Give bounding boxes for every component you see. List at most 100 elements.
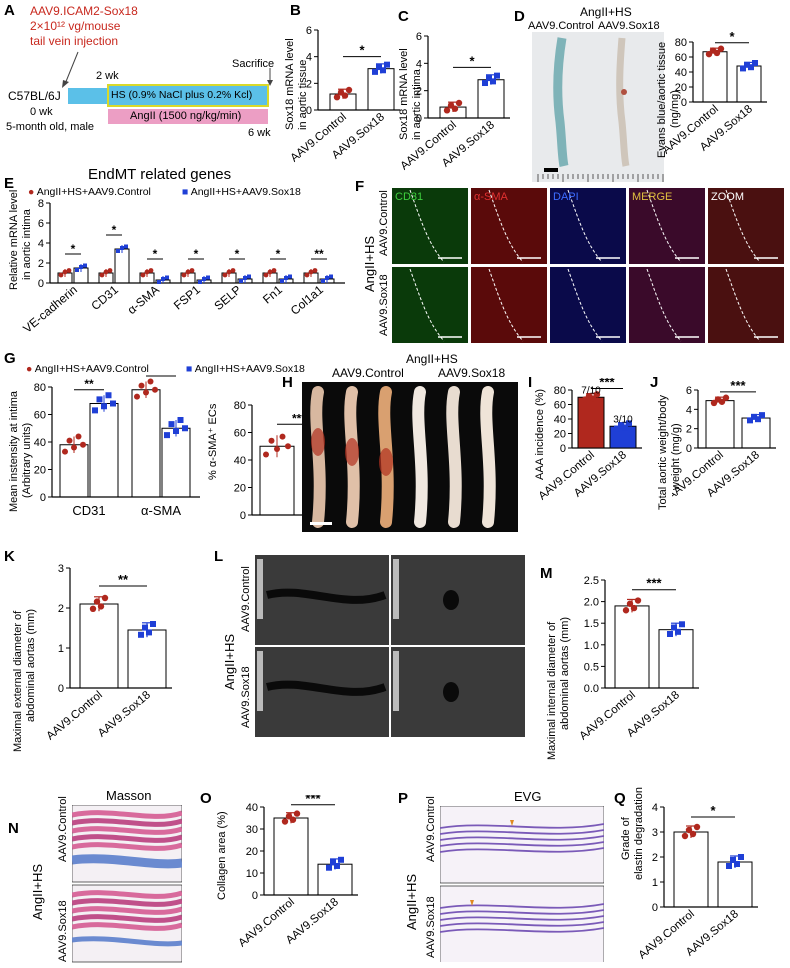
data-point: [634, 597, 642, 604]
aorta-specimen: [310, 386, 326, 528]
y-tick-label: 20: [246, 846, 258, 858]
data-point: [239, 279, 243, 283]
data-point: [334, 862, 340, 869]
x-tick-label: AAV9.Control: [44, 689, 104, 742]
aorta-specimen: [378, 386, 394, 528]
data-point: [679, 621, 685, 628]
x-tick-label: α-SMA: [141, 503, 181, 518]
data-point: [747, 417, 753, 424]
data-point: [675, 628, 681, 635]
intima-boundary: [409, 268, 445, 342]
panel-label-o: O: [200, 790, 212, 807]
panel-n-title: Masson: [106, 788, 152, 803]
evans-blue-aorta-photo: [532, 32, 664, 182]
data-point: [308, 269, 314, 275]
y-tick-label: 6: [416, 31, 422, 43]
chart-j-ylabel-1: Total aortic weight/body: [657, 395, 669, 510]
panel-label-f: F: [355, 178, 365, 195]
chart-i-ylabel: AAA incidence (%): [534, 388, 546, 480]
data-point: [284, 276, 288, 280]
intima-boundary: [725, 189, 761, 263]
y-tick-label: 60: [675, 52, 687, 64]
bar: [702, 51, 728, 103]
y-tick-label: 40: [234, 455, 246, 467]
if-image: [550, 188, 626, 264]
chart-g-ylabel-right: % α-SMA⁺ ECs: [207, 403, 219, 480]
y-tick-label: 0: [652, 902, 658, 914]
chart-e-ylabel-1: Relative mRNA level: [8, 189, 20, 290]
panel-h-title: AngII+HS: [406, 352, 458, 366]
x-tick-label: Fn1: [260, 282, 285, 306]
intima-boundary: [646, 189, 682, 263]
data-point: [101, 403, 107, 410]
significance-marker: *: [276, 247, 281, 261]
panel-e-legend-control: ● AngII+HS+AAV9.Control: [28, 186, 151, 198]
data-point: [614, 425, 620, 432]
data-point: [589, 395, 597, 402]
data-point: [177, 417, 184, 423]
data-point: [490, 78, 496, 85]
chart-o-ylabel: Collagen area (%): [216, 811, 228, 900]
panel-d-sox18-label: AAV9.Sox18: [598, 20, 660, 32]
data-point: [268, 437, 275, 444]
significance-marker: **: [156, 375, 166, 377]
intima-boundary: [567, 189, 603, 263]
age-sex-label: 5-month old, male: [6, 121, 95, 133]
data-point: [198, 280, 202, 284]
data-point: [230, 268, 236, 273]
data-point: [150, 621, 156, 627]
data-point: [751, 413, 757, 420]
data-point: [713, 49, 721, 57]
y-tick-label: 0: [252, 890, 258, 902]
panel-label-m: M: [540, 565, 553, 582]
panel-n-row-sox18: AAV9.Sox18: [57, 900, 69, 962]
y-tick-label: 40: [675, 67, 687, 79]
data-point: [689, 830, 697, 838]
elastic-lamina: [439, 927, 605, 933]
masson-stain-images: [71, 804, 183, 963]
if-image: [550, 267, 626, 343]
gray-scale-bar: [393, 559, 399, 619]
chart-g-ylabel-2: (Arbitrary units): [21, 422, 33, 498]
immunofluorescence-grid: CD31 α-SMA DAPI MERGE ZOOM: [392, 188, 787, 345]
intima-boundary: [409, 189, 445, 263]
data-point: [345, 86, 353, 94]
data-point: [189, 268, 195, 273]
data-point: [667, 631, 673, 637]
aneurysm-lesion: [379, 448, 393, 476]
if-image: [708, 267, 784, 343]
chart-d-ylabel-2: (ng/mg): [669, 90, 681, 128]
aorta-lumen: [265, 588, 387, 604]
panel-p-row-sox18: AAV9.Sox18: [425, 896, 437, 958]
data-point: [144, 269, 150, 275]
data-point: [157, 280, 161, 284]
panel-label-g: G: [4, 350, 16, 367]
bar: [577, 396, 605, 449]
bar-label: 3/10: [613, 414, 633, 425]
significance-marker: **: [314, 247, 324, 261]
significance-marker: ***: [599, 378, 615, 390]
panel-label-b: B: [290, 2, 301, 19]
chart-c-ylabel-2: in aortic intima: [411, 69, 423, 140]
bar: [114, 248, 130, 284]
y-tick-label: 0: [40, 492, 46, 504]
data-point: [222, 272, 228, 278]
elastic-lamina: [439, 847, 605, 853]
data-point: [630, 604, 638, 612]
if-image: [392, 267, 468, 343]
y-tick-label: 2: [306, 78, 312, 90]
if-image: [708, 188, 784, 264]
chart-b-ylabel-1: Sox18 mRNA level: [284, 38, 296, 130]
y-tick-label: 2: [652, 852, 658, 864]
y-tick-label: 6: [686, 385, 692, 397]
data-point: [93, 598, 101, 605]
media-layer: [71, 818, 183, 827]
aneurysm-lesion: [311, 428, 325, 456]
aneurysm-lesion: [345, 438, 359, 466]
data-point: [99, 272, 105, 278]
y-tick-label: 3: [58, 563, 64, 575]
panel-h-control: AAV9.Control: [332, 366, 404, 380]
data-point: [384, 61, 390, 68]
zero-week-label: 0 wk: [30, 106, 53, 118]
significance-marker: *: [153, 247, 158, 261]
